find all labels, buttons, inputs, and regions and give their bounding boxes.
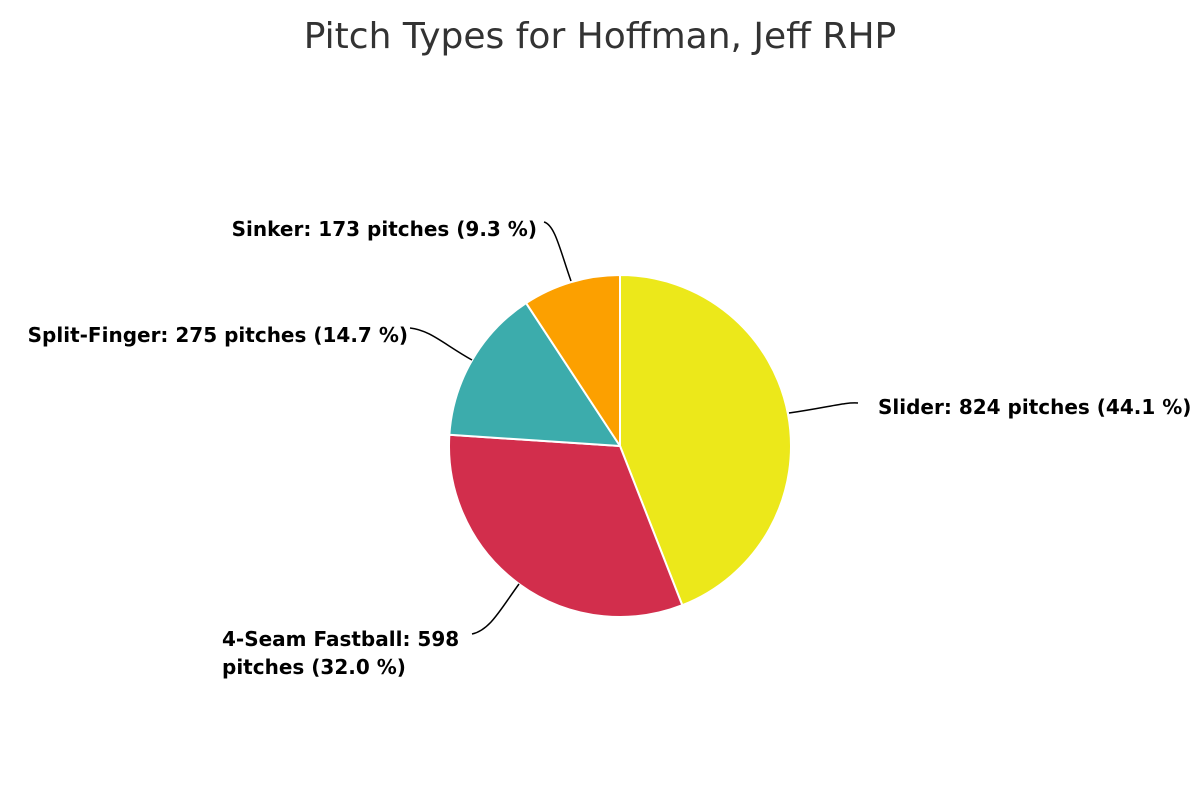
pie-slices [448,274,792,618]
data-label-slider: Slider: 824 pitches (44.1 %) [878,395,1191,419]
label-connectors [409,221,859,635]
data-label-sinker: Sinker: 173 pitches (9.3 %) [232,217,537,241]
slice-sinker[interactable] [525,274,621,447]
slice-4-seam-fastball[interactable] [448,433,684,618]
connector-4-seam-fastball [471,583,520,635]
connector-slider [788,402,859,414]
connector-sinker [543,221,572,282]
connector-split-finger [409,327,473,361]
data-label-line: Slider: 824 pitches (44.1 %) [878,395,1191,419]
slice-split-finger[interactable] [448,302,621,447]
data-label-line: Sinker: 173 pitches (9.3 %) [232,217,537,241]
data-label-line: 4-Seam Fastball: 598 [222,627,459,651]
data-labels: Slider: 824 pitches (44.1 %) 4-Seam Fastb… [28,217,1192,679]
data-label-line: Split-Finger: 275 pitches (14.7 %) [28,323,408,347]
data-label-4-seam-fastball: 4-Seam Fastball: 598 pitches (32.0 %) [222,627,459,679]
chart-title: Pitch Types for Hoffman, Jeff RHP [304,16,896,57]
data-label-line: pitches (32.0 %) [222,655,406,679]
data-label-split-finger: Split-Finger: 275 pitches (14.7 %) [28,323,408,347]
slice-slider[interactable] [619,274,792,607]
